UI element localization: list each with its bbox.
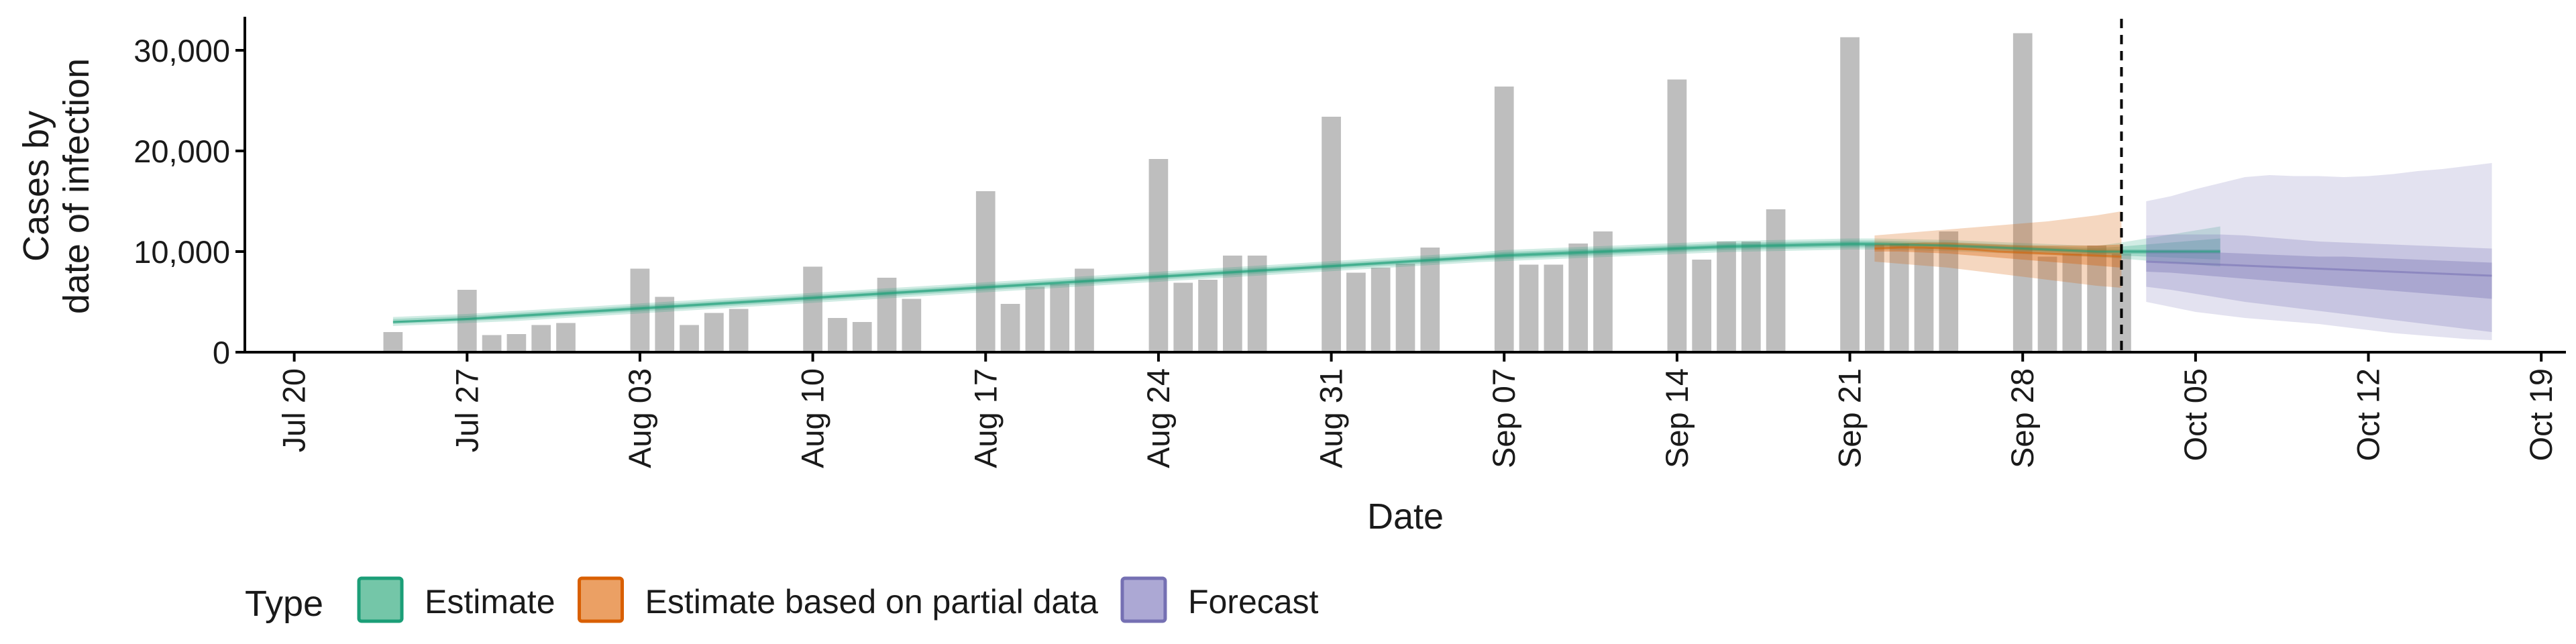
bar [1717,241,1736,352]
x-tick-label: Aug 31 [1313,368,1349,468]
bar [1173,282,1193,352]
legend-label: Forecast [1188,583,1319,621]
x-tick-label: Jul 20 [276,368,312,452]
bar [1346,272,1366,352]
bar [1025,286,1045,352]
bar [1050,284,1070,352]
legend: Type Estimate Estimate based on partial d… [245,576,1319,624]
bar [1667,79,1687,352]
bar [1519,264,1539,352]
y-tick-label: 20,000 [133,133,230,169]
y-tick-label: 30,000 [133,33,230,68]
y-axis-ticks: 0 10,000 20,000 30,000 [133,33,245,370]
legend-label: Estimate based on partial data [645,583,1099,621]
x-tick-label: Sep 14 [1659,368,1695,468]
bar [729,309,749,352]
bar [1914,248,1934,352]
bar [1371,268,1391,352]
bar [1766,209,1786,352]
x-tick-label: Oct 05 [2178,368,2213,461]
bar [1865,244,1884,352]
y-axis-title-line: date of infection [56,58,97,314]
bar [2037,256,2057,352]
legend-key-estimate-based-on-partial-data [578,576,625,623]
bar [1939,231,1959,352]
bar [975,191,996,352]
bar [1494,87,1514,352]
bar [506,334,527,352]
bar [1198,280,1218,352]
bar [2012,33,2033,352]
x-tick-label: Oct 12 [2351,368,2386,461]
estimate-based-on-partial-data-outer-band [1874,211,2122,288]
x-tick-label: Sep 21 [1832,368,1868,468]
bar [1692,260,1712,352]
forecast-median-line [2146,260,2492,277]
bar [1889,244,1909,352]
y-tick-label: 10,000 [133,234,230,270]
x-tick-label: Aug 10 [795,368,830,468]
legend-title: Type [245,584,323,624]
y-tick-label: 0 [213,335,230,370]
bar-series [383,33,2131,352]
bar [1741,241,1761,352]
bar [803,266,822,352]
bar [902,299,922,352]
x-tick-label: Jul 27 [449,368,484,452]
median-lines [392,243,2492,323]
x-tick-label: Sep 07 [1486,368,1521,468]
x-tick-label: Aug 24 [1140,368,1176,468]
bar [457,290,477,352]
y-axis-title-line: Cases by [16,111,56,262]
forecast-ci90-band [2146,163,2492,340]
bar [1322,117,1341,352]
x-tick-label: Aug 17 [967,368,1003,468]
bar [531,325,551,352]
bar [704,313,724,352]
bar [482,335,502,352]
x-tick-label: Oct 19 [2523,368,2559,461]
bar [828,318,847,352]
estimate-ci90-band [392,226,2220,326]
legend-key-estimate [357,576,404,623]
bar [2062,254,2082,352]
bar [2112,254,2131,352]
estimate-outer-band [392,238,2220,324]
x-tick-label: Sep 28 [2004,368,2040,468]
x-axis-ticks: Jul 20 Jul 27 Aug 03 Aug 10 Aug 17 Aug 24 Aug … [276,352,2559,468]
legend-label: Estimate [425,583,555,621]
bar [1420,248,1440,352]
bar [680,325,699,352]
bar [1544,264,1564,352]
estimate-median-line [392,243,2220,323]
bar [1395,264,1415,352]
bar [877,278,897,352]
bar [1148,159,1169,352]
bar [1568,244,1589,352]
bar [630,268,650,352]
bar [556,323,576,352]
bar [383,332,403,352]
bar [1000,304,1020,352]
axes [244,17,2566,354]
bar [1840,37,1860,352]
x-axis-title: Date [1367,496,1444,537]
forecast-outer-band [2146,234,2492,332]
forecast-inner-band [2146,250,2492,299]
x-tick-label: Aug 03 [622,368,657,468]
bar [852,322,872,352]
estimate-based-on-partial-data-median-line [1874,246,2122,258]
legend-key-forecast [1120,576,1167,623]
bar [2087,246,2106,352]
